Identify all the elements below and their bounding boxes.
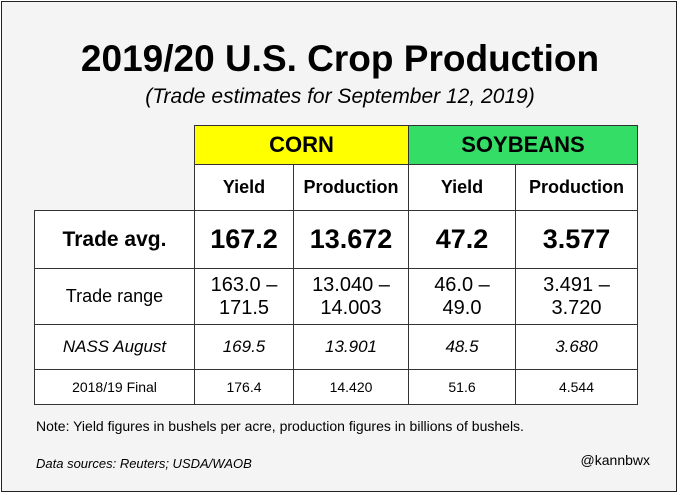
cell-value: 3.680 xyxy=(515,324,638,370)
corner-cell xyxy=(35,165,195,211)
crop-table: CORN SOYBEANS Yield Production Yield Pro… xyxy=(34,125,638,405)
cell-value: 13.040 – 14.003 xyxy=(293,268,409,325)
range-low: 13.040 – xyxy=(312,273,390,296)
soybeans-header: SOYBEANS xyxy=(408,125,638,165)
table-row: NASS August 169.5 13.901 48.5 3.680 xyxy=(34,324,638,370)
range-high: 14.003 xyxy=(320,296,382,319)
range-high: 3.720 xyxy=(551,296,602,319)
corn-production-header: Production xyxy=(293,164,409,211)
page-subtitle: (Trade estimates for September 12, 2019) xyxy=(145,85,535,108)
cell-value: 3.491 – 3.720 xyxy=(515,268,638,325)
table-row: Trade avg. 167.2 13.672 47.2 3.577 xyxy=(34,210,638,269)
cell-value: 163.0 – 171.5 xyxy=(194,268,294,325)
cell-value: 13.672 xyxy=(293,210,409,269)
corn-yield-header: Yield xyxy=(194,164,294,211)
cell-value: 3.577 xyxy=(515,210,638,269)
range-low: 3.491 – xyxy=(543,273,610,296)
cell-value: 48.5 xyxy=(408,324,516,370)
page-title: 2019/20 U.S. Crop Production xyxy=(80,38,600,79)
range-high: 171.5 xyxy=(218,296,270,319)
cell-value: 13.901 xyxy=(293,324,409,370)
soy-yield-header: Yield xyxy=(408,164,516,211)
soy-production-header: Production xyxy=(515,164,638,211)
range-low: 163.0 – xyxy=(210,273,278,296)
row-label: 2018/19 Final xyxy=(34,369,195,405)
corner-cell xyxy=(35,126,195,165)
author-handle: @kannbwx xyxy=(580,452,650,468)
corn-header: CORN xyxy=(194,125,409,165)
range-high: 49.0 xyxy=(442,296,482,319)
table-row: Trade range 163.0 – 171.5 13.040 – 14.00… xyxy=(34,268,638,325)
cell-value: 169.5 xyxy=(194,324,294,370)
data-sources: Data sources: Reuters; USDA/WAOB xyxy=(36,456,252,471)
cell-value: 46.0 – 49.0 xyxy=(408,268,516,325)
cell-value: 51.6 xyxy=(408,369,516,405)
row-label: Trade range xyxy=(34,268,195,325)
cell-value: 14.420 xyxy=(293,369,409,405)
table-row: 2018/19 Final 176.4 14.420 51.6 4.544 xyxy=(34,369,638,405)
cell-value: 4.544 xyxy=(515,369,638,405)
footnote: Note: Yield figures in bushels per acre,… xyxy=(36,418,524,434)
cell-value: 176.4 xyxy=(194,369,294,405)
cell-value: 47.2 xyxy=(408,210,516,269)
row-label: NASS August xyxy=(34,324,195,370)
row-label: Trade avg. xyxy=(34,210,195,269)
cell-value: 167.2 xyxy=(194,210,294,269)
range-low: 46.0 – xyxy=(434,273,490,296)
